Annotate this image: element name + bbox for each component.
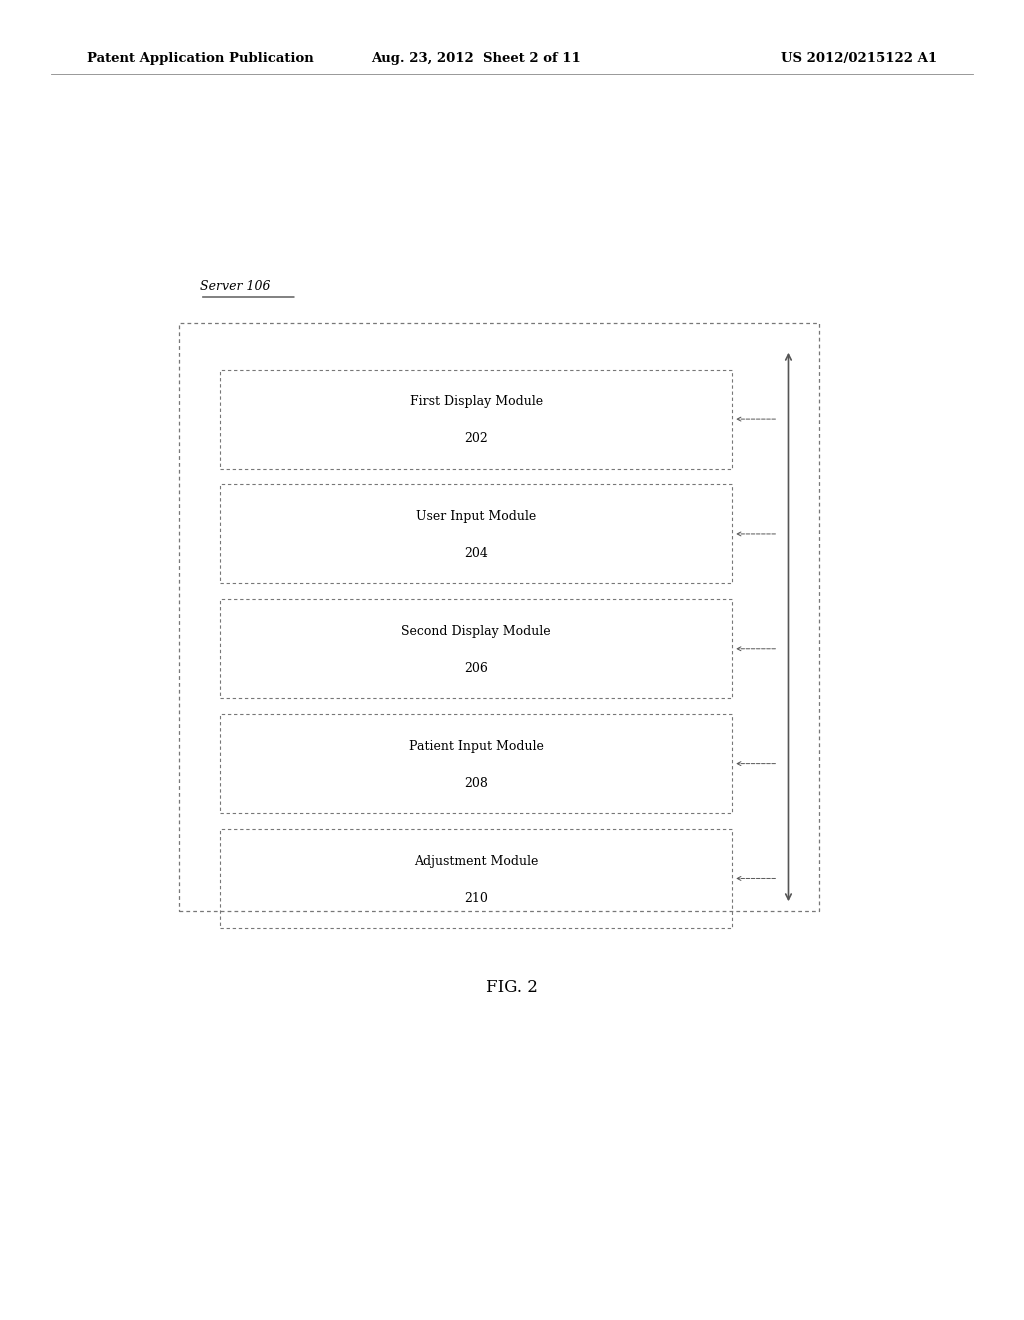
Text: Patient Input Module: Patient Input Module: [409, 741, 544, 752]
Text: 204: 204: [464, 548, 488, 560]
Text: User Input Module: User Input Module: [416, 511, 537, 523]
Text: FIG. 2: FIG. 2: [486, 979, 538, 995]
Bar: [220, 370, 732, 469]
Text: First Display Module: First Display Module: [410, 396, 543, 408]
Bar: [220, 484, 732, 583]
Text: Aug. 23, 2012  Sheet 2 of 11: Aug. 23, 2012 Sheet 2 of 11: [372, 51, 581, 65]
Bar: [179, 323, 819, 911]
Text: 210: 210: [464, 892, 488, 904]
Text: Server 106: Server 106: [200, 280, 270, 293]
Text: 208: 208: [464, 777, 488, 789]
Text: 202: 202: [464, 433, 488, 445]
Bar: [220, 714, 732, 813]
Bar: [220, 829, 732, 928]
Text: US 2012/0215122 A1: US 2012/0215122 A1: [781, 51, 937, 65]
Text: Patent Application Publication: Patent Application Publication: [87, 51, 313, 65]
Text: Adjustment Module: Adjustment Module: [414, 855, 539, 867]
Text: 206: 206: [464, 663, 488, 675]
Text: Second Display Module: Second Display Module: [401, 626, 551, 638]
Bar: [220, 599, 732, 698]
